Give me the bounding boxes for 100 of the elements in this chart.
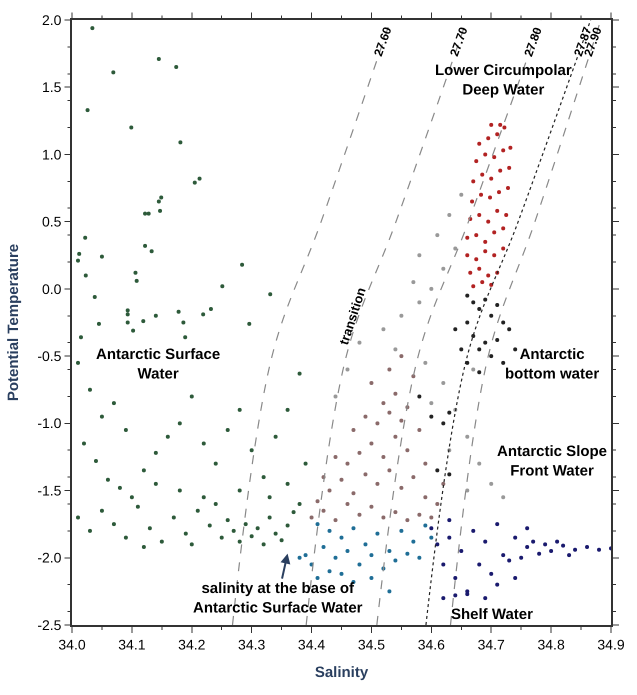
point — [489, 176, 494, 181]
point — [495, 303, 500, 308]
point — [513, 576, 518, 580]
point — [393, 347, 398, 352]
x-tick-label: 34.3 — [238, 636, 266, 653]
point — [435, 542, 440, 546]
point — [567, 553, 572, 558]
point — [525, 545, 530, 550]
point — [429, 401, 434, 406]
point — [474, 159, 478, 164]
point — [429, 526, 434, 530]
point — [501, 246, 506, 251]
point — [393, 392, 398, 396]
point — [381, 454, 386, 459]
point — [468, 270, 472, 275]
point — [489, 572, 494, 576]
point — [363, 414, 368, 419]
point — [480, 280, 484, 284]
point — [465, 434, 470, 439]
x-tick-label: 34.9 — [597, 636, 625, 653]
point — [405, 552, 410, 556]
point — [447, 518, 452, 522]
point — [423, 524, 428, 528]
point — [351, 526, 356, 530]
point — [375, 421, 380, 426]
point — [465, 294, 470, 298]
point — [387, 368, 392, 372]
point — [506, 186, 510, 190]
point — [369, 504, 374, 509]
point — [489, 314, 494, 318]
point — [435, 468, 440, 472]
point — [322, 508, 326, 513]
point — [519, 556, 524, 560]
text: 27.60 — [371, 24, 395, 58]
point — [411, 475, 416, 480]
point — [507, 327, 512, 332]
x-tick-label: 34.4 — [298, 636, 326, 653]
point — [393, 558, 398, 562]
point — [477, 462, 482, 466]
point — [471, 334, 476, 338]
point — [483, 340, 488, 345]
point — [369, 553, 374, 558]
point — [495, 208, 500, 213]
point — [417, 394, 422, 398]
point — [465, 253, 470, 258]
point — [316, 576, 320, 580]
point — [483, 152, 488, 156]
point — [423, 360, 428, 365]
point — [447, 212, 452, 217]
point — [447, 410, 452, 415]
y-tick-label: 2.0 — [42, 12, 62, 28]
y-tick-label: -0.5 — [37, 348, 62, 364]
point — [351, 491, 356, 496]
x-tick-label: 34.5 — [358, 636, 386, 653]
point — [363, 472, 368, 476]
point — [489, 354, 494, 358]
point — [477, 370, 482, 374]
point — [357, 450, 362, 455]
point — [513, 347, 518, 352]
point — [447, 472, 452, 476]
y-tick-label: -2.5 — [37, 616, 62, 633]
point — [470, 200, 474, 204]
point — [453, 246, 458, 251]
point — [345, 462, 350, 466]
point — [334, 556, 338, 560]
point — [585, 545, 590, 550]
y-tick-label: 1.5 — [42, 79, 62, 96]
y-tick-label: 0.0 — [42, 280, 62, 297]
point — [498, 122, 502, 127]
point — [453, 327, 458, 332]
point — [417, 428, 422, 432]
point — [573, 548, 578, 552]
point — [375, 532, 380, 536]
point — [477, 307, 482, 312]
point — [411, 540, 416, 544]
point — [489, 482, 494, 486]
point — [501, 320, 506, 324]
point — [387, 410, 392, 415]
point — [411, 280, 416, 284]
point — [474, 257, 478, 262]
point — [459, 549, 464, 554]
point — [501, 553, 506, 558]
annotation: Antarctic Slope Front Water — [497, 443, 608, 480]
point — [495, 522, 500, 526]
annotation: Antarctic bottom water — [505, 346, 600, 382]
point — [381, 515, 386, 520]
text: 27.80 — [521, 25, 545, 58]
y-tick-label: -2.0 — [37, 550, 62, 566]
point — [393, 434, 398, 439]
point — [447, 536, 452, 540]
point — [555, 540, 560, 544]
point — [363, 542, 368, 546]
point — [417, 300, 422, 304]
point — [304, 553, 308, 558]
point — [399, 486, 404, 490]
point — [477, 266, 482, 271]
point — [483, 240, 488, 244]
point — [345, 549, 350, 554]
point — [495, 338, 500, 342]
point — [483, 596, 488, 600]
